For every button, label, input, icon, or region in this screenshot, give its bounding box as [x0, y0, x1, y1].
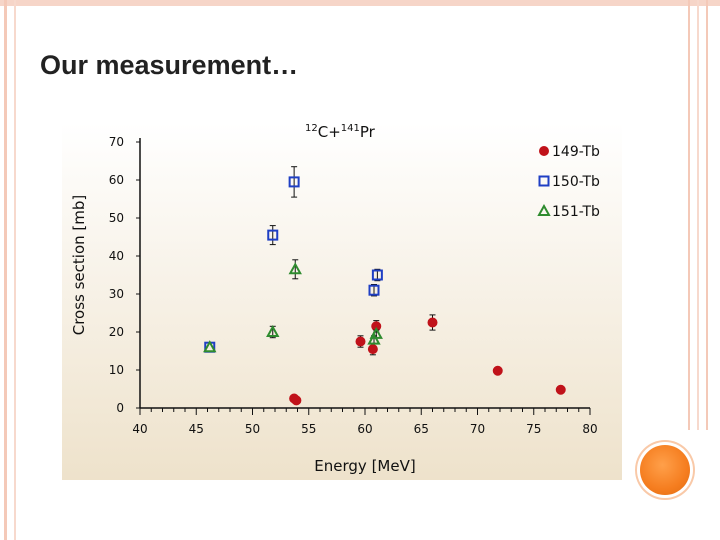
- frame-right-stripe: [706, 0, 708, 430]
- chart-title-elem-a: C+: [318, 123, 341, 141]
- data-point-149-tb: [427, 317, 438, 328]
- chart-title: 12C+141Pr: [305, 123, 376, 141]
- chart-title-mass-b: 141: [341, 123, 360, 134]
- x-tick-label: 40: [132, 422, 147, 436]
- data-point-149-tb: [355, 336, 366, 347]
- frame-right-stripe: [697, 0, 699, 430]
- y-tick-label: 0: [116, 401, 124, 415]
- slide-title: Our measurement…: [40, 50, 299, 80]
- y-axis-title: Cross section [mb]: [70, 195, 88, 336]
- data-point-151-tb: [367, 332, 381, 345]
- frame-left-border: [4, 0, 7, 540]
- frame-right-stripe: [688, 0, 690, 430]
- x-tick-label: 60: [357, 422, 372, 436]
- data-point-150-tb: [371, 269, 383, 281]
- chart-title-elem-b: Pr: [360, 123, 376, 141]
- y-tick-label: 60: [109, 173, 124, 187]
- frame-top-border: [0, 0, 720, 6]
- data-point-150-tb: [368, 284, 380, 296]
- decorative-orange-circle: [640, 445, 690, 495]
- x-tick-label: 55: [301, 422, 316, 436]
- plot-background: [62, 123, 622, 480]
- x-tick-label: 75: [526, 422, 541, 436]
- y-tick-label: 70: [109, 135, 124, 149]
- data-point-150-tb: [267, 229, 279, 241]
- data-point-151-tb: [203, 340, 217, 353]
- data-point-149-tb: [555, 384, 566, 395]
- data-point-149-tb: [291, 395, 302, 406]
- legend-label: 150-Tb: [552, 174, 600, 190]
- data-point-150-tb: [288, 176, 300, 188]
- data-point-149-tb: [492, 365, 503, 376]
- y-tick-label: 10: [109, 363, 124, 377]
- data-point-151-tb: [288, 262, 302, 275]
- x-tick-label: 45: [189, 422, 204, 436]
- y-tick-label: 30: [109, 287, 124, 301]
- legend-marker-151-tb: [537, 203, 551, 216]
- frame-left-border-inner: [14, 0, 16, 540]
- legend-label: 149-Tb: [552, 144, 600, 160]
- data-point-149-tb: [367, 344, 378, 355]
- data-point-151-tb: [266, 324, 280, 337]
- legend-marker-150-tb: [538, 175, 550, 187]
- y-tick-label: 20: [109, 325, 124, 339]
- x-tick-label: 50: [245, 422, 260, 436]
- x-tick-label: 80: [582, 422, 597, 436]
- y-tick-label: 40: [109, 249, 124, 263]
- chart-title-mass-a: 12: [305, 123, 318, 134]
- legend: 149-Tb 150-Tb 151-Tb: [537, 144, 600, 220]
- x-tick-label: 65: [414, 422, 429, 436]
- x-tick-label: 70: [470, 422, 485, 436]
- legend-marker-149-tb: [539, 146, 549, 156]
- legend-label: 151-Tb: [552, 204, 600, 220]
- x-axis-title: Energy [MeV]: [314, 457, 415, 475]
- data-point-151-tb: [369, 326, 383, 339]
- y-tick-label: 50: [109, 211, 124, 225]
